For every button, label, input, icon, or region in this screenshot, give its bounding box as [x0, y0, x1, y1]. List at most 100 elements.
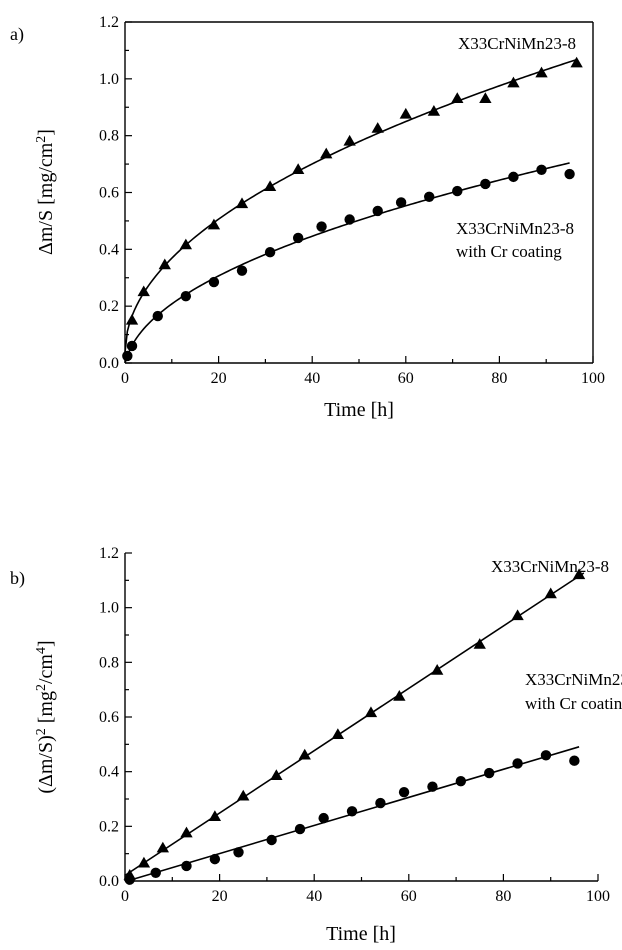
x-tick-label: 100 [581, 370, 605, 387]
circle-marker [344, 214, 355, 225]
y-tick-label: 1.2 [99, 545, 119, 562]
triangle-marker [399, 107, 412, 119]
circle-marker [372, 205, 383, 217]
triangle-marker [291, 163, 305, 174]
triangle-marker [427, 105, 441, 116]
chart-panel-1: a) 0 20 40 60 80 100 0.0 0.2 0.4 0.6 0.8 1.0 1.2 Time … [10, 14, 605, 421]
y-tick-label: 0.4 [99, 764, 119, 781]
circle-marker [209, 853, 221, 865]
y-axis-title-part: 4 [34, 647, 49, 654]
chart-panel-2: b) 0 20 40 60 80 100 0.0 0.2 0.4 0.6 0.8 1.0 1.2 Time … [10, 545, 622, 945]
triangle-marker [320, 147, 333, 159]
x-tick-label: 0 [121, 888, 129, 905]
circle-marker [318, 812, 329, 824]
triangle-marker [544, 587, 557, 599]
circle-marker [455, 776, 467, 787]
series-label: X33CrNiMn23-8 [458, 34, 576, 53]
triangle-marker [125, 313, 139, 325]
triangle-marker [137, 285, 150, 297]
triangle-marker [331, 728, 345, 739]
y-axis-title-part: [mg [35, 691, 57, 728]
circle-marker [427, 781, 438, 792]
series-label: with Cr coating [525, 694, 622, 713]
triangle-marker [393, 690, 406, 701]
triangle-marker [535, 66, 548, 78]
triangle-marker [451, 92, 464, 103]
y-tick-label: 1.0 [99, 71, 119, 88]
circle-marker [375, 797, 386, 809]
triangle-marker [507, 76, 520, 88]
circle-marker [395, 197, 407, 208]
triangle-marker [208, 810, 222, 821]
triangle-marker [431, 664, 444, 675]
x-tick-label: 100 [586, 888, 610, 905]
y-axis-title-part: ] [35, 640, 57, 647]
fit-line [124, 162, 570, 364]
circle-marker [122, 350, 133, 362]
y-tick-label: 0.8 [99, 654, 119, 671]
fit-line [124, 572, 585, 877]
y-tick-label: 0.4 [99, 241, 119, 258]
triangle-marker [237, 789, 250, 801]
circle-marker [512, 758, 523, 769]
y-axis-title: Δm/S [mg/cm2] [34, 129, 57, 255]
x-tick-label: 20 [212, 888, 228, 905]
triangle-marker [371, 122, 384, 133]
y-tick-label: 0.0 [99, 873, 119, 890]
triangle-marker [156, 841, 170, 853]
y-axis-title-part: /cm [35, 654, 57, 684]
triangle-marker [180, 826, 193, 838]
x-tick-label: 60 [398, 370, 414, 387]
circle-marker [264, 246, 276, 258]
series-cr-coated: X33CrNiMn23-8 with Cr coating [122, 162, 575, 364]
fit-line [124, 58, 577, 353]
circle-marker [124, 874, 135, 885]
series-label: X33CrNiMn23-8 [491, 557, 609, 576]
x-axis-title: Time [h] [324, 399, 394, 421]
y-axis-title-part: 2 [34, 684, 49, 691]
x-tick-label: 0 [121, 370, 129, 387]
circle-marker [180, 291, 192, 302]
circle-marker [266, 834, 277, 846]
y-tick-label: 0.2 [99, 818, 119, 835]
circle-marker [484, 767, 495, 779]
circle-marker [508, 171, 519, 183]
triangle-marker [137, 856, 151, 868]
circle-marker [181, 860, 192, 872]
circle-marker [398, 786, 410, 798]
series-label: with Cr coating [456, 242, 562, 261]
circle-marker [564, 168, 575, 180]
triangle-marker [343, 134, 356, 146]
triangle-marker [473, 638, 486, 649]
y-axis-title: (Δm/S)2 [mg2/cm4] [34, 640, 57, 793]
y-axis-title-part: ] [35, 129, 57, 136]
circle-marker [452, 185, 463, 197]
y-tick-label: 0.8 [99, 128, 119, 145]
panel-label: a) [10, 24, 24, 45]
triangle-marker [235, 197, 249, 209]
circle-marker [346, 806, 358, 817]
y-axis-title-part: 2 [34, 728, 49, 735]
series-label: X33CrNiMn23-8 [456, 219, 574, 238]
circle-marker [292, 232, 304, 244]
series-cr-coated: X33CrNiMn23-8 with Cr coating [124, 670, 622, 885]
triangle-marker [179, 238, 193, 250]
triangle-marker [298, 748, 311, 760]
y-axis-title-part: Δm/S [mg/cm [35, 142, 57, 255]
x-axis-title: Time [h] [326, 923, 396, 945]
y-tick-label: 1.2 [99, 14, 119, 31]
circle-marker [126, 340, 138, 352]
triangle-marker [479, 92, 492, 103]
triangle-marker [263, 180, 277, 192]
x-tick-label: 20 [211, 370, 227, 387]
circle-marker [150, 867, 161, 878]
series-uncoated: X33CrNiMn23-8 [123, 557, 609, 880]
circle-marker [569, 755, 580, 766]
circle-marker [208, 276, 220, 288]
circle-marker [236, 265, 248, 276]
circle-marker [536, 164, 547, 175]
circle-marker [294, 823, 306, 835]
circle-marker [540, 750, 552, 761]
triangle-marker [207, 218, 221, 230]
